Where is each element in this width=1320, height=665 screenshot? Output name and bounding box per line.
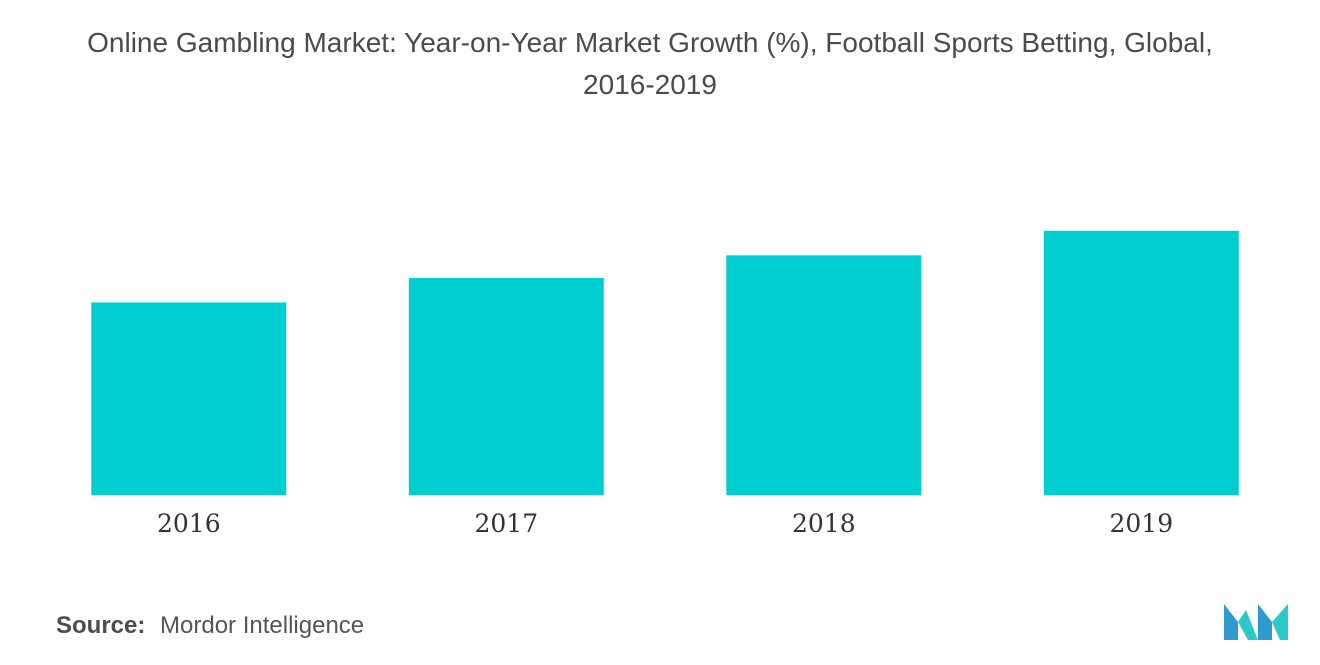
logo-shape-right-b bbox=[1272, 604, 1288, 640]
source-note: Source: Mordor Intelligence bbox=[56, 612, 364, 640]
x-tick-label-2017: 2017 bbox=[474, 509, 538, 538]
mordor-intelligence-logo-icon bbox=[1224, 604, 1288, 640]
x-tick-label-2016: 2016 bbox=[157, 509, 221, 538]
bar-chart: 2016 2017 2018 2019 bbox=[91, 230, 1239, 538]
logo-shape-right-a bbox=[1258, 604, 1272, 640]
source-label: Source: bbox=[56, 612, 146, 639]
logo-shape-mid bbox=[1238, 610, 1258, 640]
bar-2017 bbox=[408, 278, 604, 495]
chart-title: Online Gambling Market: Year-on-Year Mar… bbox=[0, 22, 1300, 106]
chart-title-line-1: Online Gambling Market: Year-on-Year Mar… bbox=[87, 27, 1213, 58]
x-tick-label-2018: 2018 bbox=[792, 509, 856, 538]
bar-2018 bbox=[726, 255, 922, 496]
bar-2016 bbox=[91, 302, 287, 495]
chart-title-line-2: 2016-2019 bbox=[583, 69, 717, 100]
source-text: Mordor Intelligence bbox=[160, 612, 365, 639]
bar-2019 bbox=[1043, 230, 1239, 496]
x-tick-label-2019: 2019 bbox=[1109, 509, 1173, 538]
logo-shape-left bbox=[1224, 604, 1238, 640]
